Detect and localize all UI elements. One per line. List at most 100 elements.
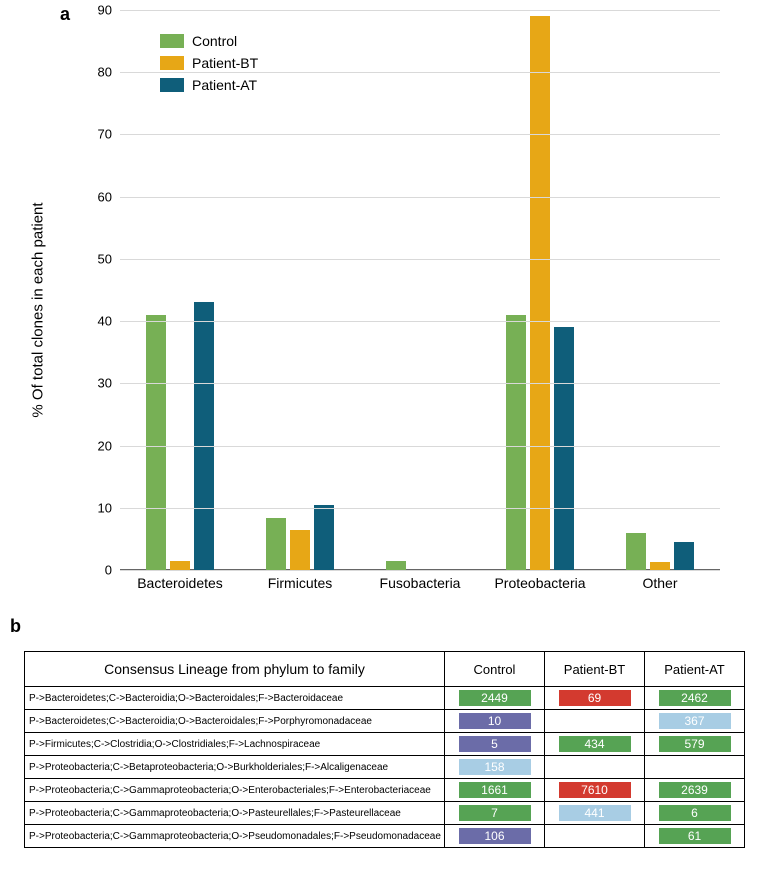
bar [290, 530, 310, 570]
table-row: P->Proteobacteria;C->Gammaproteobacteria… [25, 779, 745, 802]
y-tick-label: 60 [0, 189, 112, 204]
value-badge: 367 [659, 713, 731, 729]
bar [266, 518, 286, 570]
lineage-cell: P->Proteobacteria;C->Gammaproteobacteria… [25, 825, 445, 848]
table-wrap: Consensus Lineage from phylum to familyC… [24, 651, 744, 848]
grid-line [120, 10, 720, 11]
grid-line [120, 383, 720, 384]
table-row: P->Proteobacteria;C->Gammaproteobacteria… [25, 802, 745, 825]
y-tick-label: 80 [0, 65, 112, 80]
value-badge: 10 [459, 713, 531, 729]
value-cell: 441 [545, 802, 645, 825]
table-header: Patient-AT [645, 652, 745, 687]
lineage-table: Consensus Lineage from phylum to familyC… [24, 651, 745, 848]
grid-line [120, 134, 720, 135]
value-cell: 367 [645, 710, 745, 733]
category-label: Fusobacteria [380, 575, 461, 591]
legend-swatch [160, 34, 184, 48]
value-badge: 158 [459, 759, 531, 775]
legend-item: Control [160, 30, 258, 52]
value-cell: 69 [545, 687, 645, 710]
y-tick-label: 90 [0, 3, 112, 18]
value-cell: 10 [445, 710, 545, 733]
value-badge: 2639 [659, 782, 731, 798]
y-tick-label: 30 [0, 376, 112, 391]
category-label: Other [642, 575, 677, 591]
legend-label: Control [192, 33, 237, 49]
table-header: Patient-BT [545, 652, 645, 687]
value-badge: 2449 [459, 690, 531, 706]
value-badge: 106 [459, 828, 531, 844]
value-cell [545, 756, 645, 779]
value-cell: 2449 [445, 687, 545, 710]
table-panel: b Consensus Lineage from phylum to famil… [0, 620, 762, 848]
table-row: P->Bacteroidetes;C->Bacteroidia;O->Bacte… [25, 710, 745, 733]
value-badge: 61 [659, 828, 731, 844]
value-cell: 5 [445, 733, 545, 756]
bar [554, 327, 574, 570]
value-cell [645, 756, 745, 779]
bar [170, 561, 190, 570]
table-row: P->Firmicutes;C->Clostridia;O->Clostridi… [25, 733, 745, 756]
y-tick-label: 70 [0, 127, 112, 142]
category-label: Bacteroidetes [137, 575, 223, 591]
lineage-cell: P->Firmicutes;C->Clostridia;O->Clostridi… [25, 733, 445, 756]
table-row: P->Proteobacteria;C->Betaproteobacteria;… [25, 756, 745, 779]
value-badge: 69 [559, 690, 631, 706]
bar [530, 16, 550, 570]
value-cell: 106 [445, 825, 545, 848]
legend: Control Patient-BT Patient-AT [160, 30, 258, 96]
lineage-cell: P->Bacteroidetes;C->Bacteroidia;O->Bacte… [25, 710, 445, 733]
table-header: Control [445, 652, 545, 687]
value-cell: 1661 [445, 779, 545, 802]
lineage-cell: P->Proteobacteria;C->Gammaproteobacteria… [25, 802, 445, 825]
y-tick-label: 20 [0, 438, 112, 453]
value-cell [545, 825, 645, 848]
value-cell: 7 [445, 802, 545, 825]
y-tick-label: 0 [0, 563, 112, 578]
legend-item: Patient-BT [160, 52, 258, 74]
y-tick-label: 10 [0, 500, 112, 515]
y-axis-title: % Of total clones in each patient [30, 202, 47, 417]
grid-line [120, 446, 720, 447]
bar [626, 533, 646, 570]
category-label: Proteobacteria [494, 575, 585, 591]
grid-line [120, 259, 720, 260]
lineage-cell: P->Bacteroidetes;C->Bacteroidia;O->Bacte… [25, 687, 445, 710]
value-cell [545, 710, 645, 733]
bar [386, 561, 406, 570]
legend-item: Patient-AT [160, 74, 258, 96]
lineage-cell: P->Proteobacteria;C->Gammaproteobacteria… [25, 779, 445, 802]
value-cell: 2639 [645, 779, 745, 802]
grid-line [120, 321, 720, 322]
value-badge: 579 [659, 736, 731, 752]
lineage-cell: P->Proteobacteria;C->Betaproteobacteria;… [25, 756, 445, 779]
legend-label: Patient-AT [192, 77, 257, 93]
bar [506, 315, 526, 570]
value-badge: 7 [459, 805, 531, 821]
panel-b-label: b [10, 616, 21, 637]
table-row: P->Bacteroidetes;C->Bacteroidia;O->Bacte… [25, 687, 745, 710]
bar [650, 562, 670, 570]
category-label: Firmicutes [268, 575, 333, 591]
bar [194, 302, 214, 570]
value-badge: 441 [559, 805, 631, 821]
value-badge: 5 [459, 736, 531, 752]
legend-swatch [160, 78, 184, 92]
table-row: P->Proteobacteria;C->Gammaproteobacteria… [25, 825, 745, 848]
y-tick-label: 50 [0, 251, 112, 266]
legend-swatch [160, 56, 184, 70]
value-cell: 579 [645, 733, 745, 756]
value-cell: 434 [545, 733, 645, 756]
value-cell: 7610 [545, 779, 645, 802]
grid-line [120, 197, 720, 198]
y-tick-label: 40 [0, 314, 112, 329]
value-badge: 2462 [659, 690, 731, 706]
chart-panel: a 0102030405060708090 % Of total clones … [0, 0, 762, 620]
figure: a 0102030405060708090 % Of total clones … [0, 0, 762, 848]
value-cell: 61 [645, 825, 745, 848]
value-badge: 6 [659, 805, 731, 821]
bar [314, 505, 334, 570]
bar [146, 315, 166, 570]
value-cell: 158 [445, 756, 545, 779]
